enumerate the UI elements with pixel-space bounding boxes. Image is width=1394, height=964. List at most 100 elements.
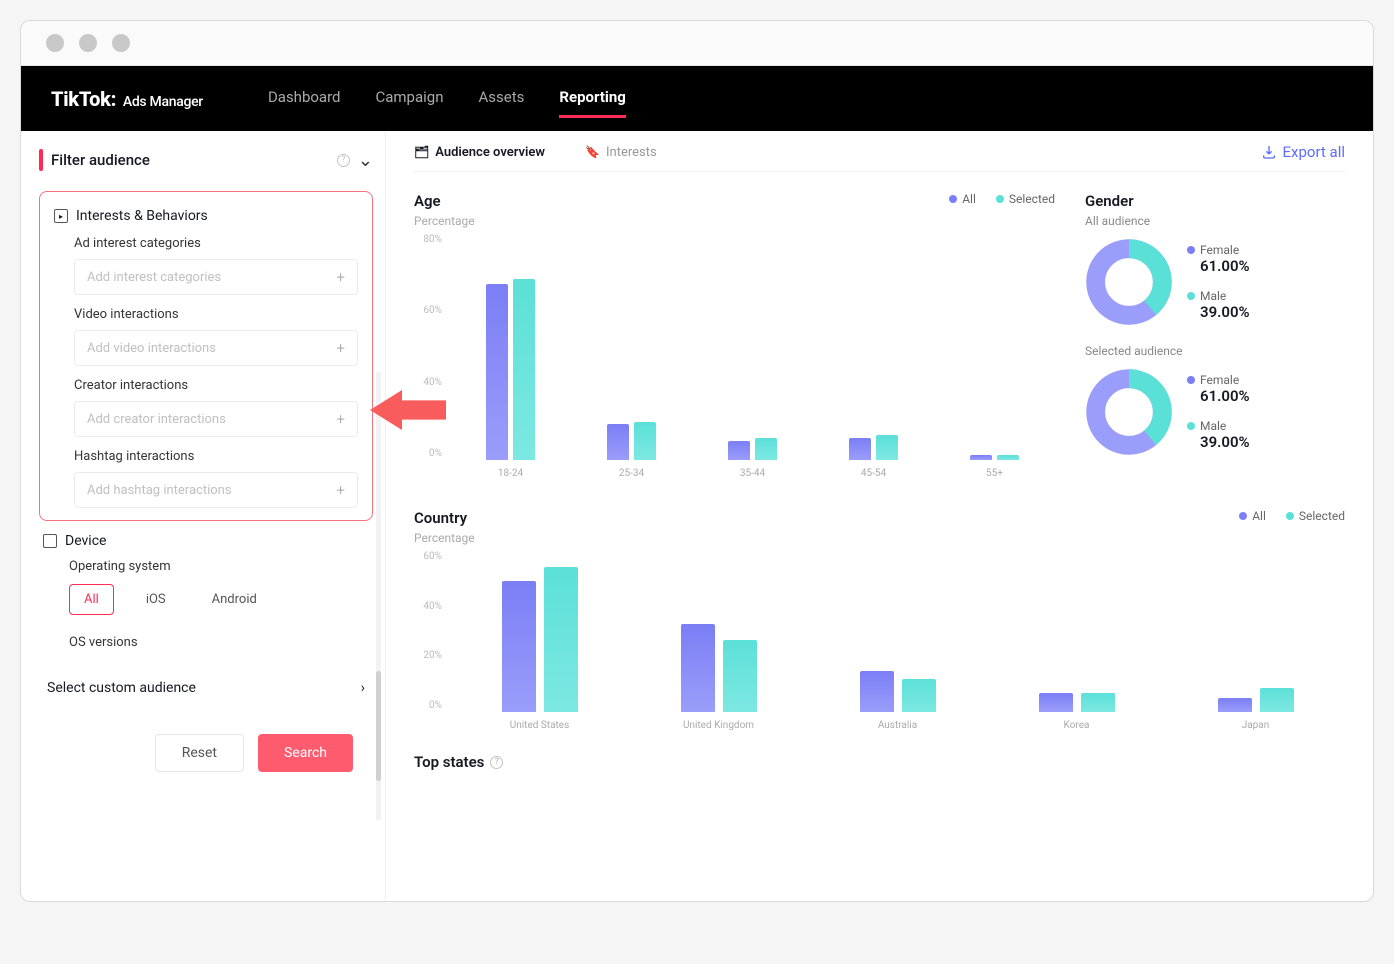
gender-all-stats: Female61.00% Male39.00%	[1187, 243, 1250, 321]
legend-selected: Selected	[1009, 192, 1055, 206]
field-input[interactable]: Add creator interactions+	[74, 401, 358, 437]
country-legend: All Selected	[1239, 509, 1345, 523]
interests-section-head[interactable]: ▸ Interests & Behaviors	[54, 208, 358, 224]
reset-button[interactable]: Reset	[155, 734, 244, 772]
plus-icon[interactable]: +	[337, 410, 345, 428]
search-button[interactable]: Search	[258, 734, 353, 772]
bar-all	[970, 455, 992, 461]
age-chart: Age Percentage All Selected 80%60%40%0% …	[414, 192, 1055, 479]
bar-group: Japan	[1166, 557, 1345, 731]
logo-text: TikTok:	[51, 87, 116, 111]
tab-label: Audience overview	[435, 145, 545, 160]
field-input[interactable]: Add video interactions+	[74, 330, 358, 366]
device-section-head[interactable]: Device	[43, 533, 373, 549]
dot-male	[1187, 422, 1195, 430]
bar-group: 35-44	[692, 240, 813, 479]
bar-group: 55+	[934, 240, 1055, 479]
bar-group: 18-24	[450, 240, 571, 479]
logo-subtext: Ads Manager	[123, 94, 203, 110]
bookmark-icon: 🔖	[585, 145, 600, 159]
x-label: Korea	[1064, 720, 1090, 731]
country-sub: Percentage	[414, 531, 1239, 545]
bar-all	[1218, 698, 1252, 712]
interests-behaviors-box: ▸ Interests & Behaviors Ad interest cate…	[39, 191, 373, 521]
age-legend: All Selected	[949, 192, 1055, 206]
tab-row: 🗂 Audience overview 🔖 Interests Export a…	[414, 143, 1345, 172]
bar-group: 45-54	[813, 240, 934, 479]
gender-title: Gender	[1085, 192, 1345, 210]
x-label: 55+	[986, 468, 1003, 479]
plus-icon[interactable]: +	[337, 339, 345, 357]
legend-dot-selected	[1286, 512, 1294, 520]
os-tab-android[interactable]: Android	[198, 585, 271, 614]
bar-all	[502, 581, 536, 712]
filter-header[interactable]: Filter audience ? ⌄	[39, 149, 373, 171]
field-label: Ad interest categories	[74, 236, 358, 251]
x-label: Japan	[1242, 720, 1270, 731]
folder-icon: 🗂	[414, 145, 429, 159]
x-label: 18-24	[498, 468, 523, 479]
field-input[interactable]: Add hashtag interactions+	[74, 472, 358, 508]
accent-bar	[39, 149, 43, 171]
device-title: Device	[65, 533, 106, 549]
nav-campaign[interactable]: Campaign	[375, 88, 443, 110]
bar-selected	[634, 422, 656, 461]
filter-title: Filter audience	[51, 151, 329, 169]
legend-selected: Selected	[1299, 509, 1345, 523]
traffic-dot	[79, 34, 97, 52]
bar-group: 25-34	[571, 240, 692, 479]
bar-all	[849, 438, 871, 460]
bar-all	[681, 624, 715, 712]
x-label: United Kingdom	[683, 720, 754, 731]
bar-group: Australia	[808, 557, 987, 731]
scrollbar[interactable]	[376, 371, 381, 821]
os-tab-ios[interactable]: iOS	[132, 585, 180, 614]
age-bar-chart: 80%60%40%0% 18-2425-3435-4445-5455+	[414, 234, 1055, 479]
x-label: United States	[510, 720, 570, 731]
male-pct: 39.00%	[1200, 303, 1250, 321]
bar-group: Korea	[987, 557, 1166, 731]
gender-sel-row: Female61.00% Male39.00%	[1085, 368, 1345, 456]
info-icon: ?	[490, 756, 503, 769]
export-all-button[interactable]: Export all	[1261, 143, 1345, 161]
top-nav: TikTok: Ads Manager Dashboard Campaign Ass…	[21, 66, 1373, 131]
dot-female	[1187, 376, 1195, 384]
bar-selected	[1260, 688, 1294, 712]
age-sub: Percentage	[414, 214, 949, 228]
traffic-dot	[46, 34, 64, 52]
os-tabs: AlliOS Android	[69, 584, 373, 615]
nav-dashboard[interactable]: Dashboard	[268, 88, 341, 110]
plus-icon[interactable]: +	[337, 481, 345, 499]
bar-selected	[513, 279, 535, 461]
x-label: 45-54	[861, 468, 886, 479]
gender-block: Gender All audience Female61.00% Male39.…	[1085, 192, 1345, 479]
bar-all	[728, 441, 750, 460]
nav-assets[interactable]: Assets	[479, 88, 525, 110]
custom-audience-label: Select custom audience	[47, 680, 196, 696]
os-tab-all[interactable]: All	[69, 584, 114, 615]
legend-dot-all	[949, 195, 957, 203]
tab-interests[interactable]: 🔖 Interests	[585, 145, 657, 160]
play-icon: ▸	[54, 209, 68, 223]
os-versions-label[interactable]: OS versions	[69, 635, 373, 650]
field-label: Video interactions	[74, 307, 358, 322]
bar-selected	[902, 679, 936, 712]
bar-selected	[755, 438, 777, 460]
top-states-title: Top states ?	[414, 753, 1345, 771]
custom-audience-row[interactable]: Select custom audience ›	[47, 680, 365, 696]
country-row: Country Percentage All Selected 60%40%20…	[414, 509, 1345, 731]
field-input[interactable]: Add interest categories+	[74, 259, 358, 295]
chevron-down-icon[interactable]: ⌄	[358, 150, 373, 171]
field-label: Creator interactions	[74, 378, 358, 393]
female-label-2: Female	[1200, 373, 1239, 387]
male-label: Male	[1200, 289, 1226, 303]
export-label: Export all	[1283, 143, 1345, 161]
legend-all: All	[1252, 509, 1266, 523]
plus-icon[interactable]: +	[337, 268, 345, 286]
tab-audience-overview[interactable]: 🗂 Audience overview	[414, 145, 545, 160]
country-title: Country	[414, 509, 1239, 527]
nav-reporting[interactable]: Reporting	[559, 88, 626, 110]
gender-all-sub: All audience	[1085, 214, 1345, 228]
scrollbar-thumb[interactable]	[376, 671, 381, 781]
browser-traffic-lights	[21, 21, 1373, 66]
